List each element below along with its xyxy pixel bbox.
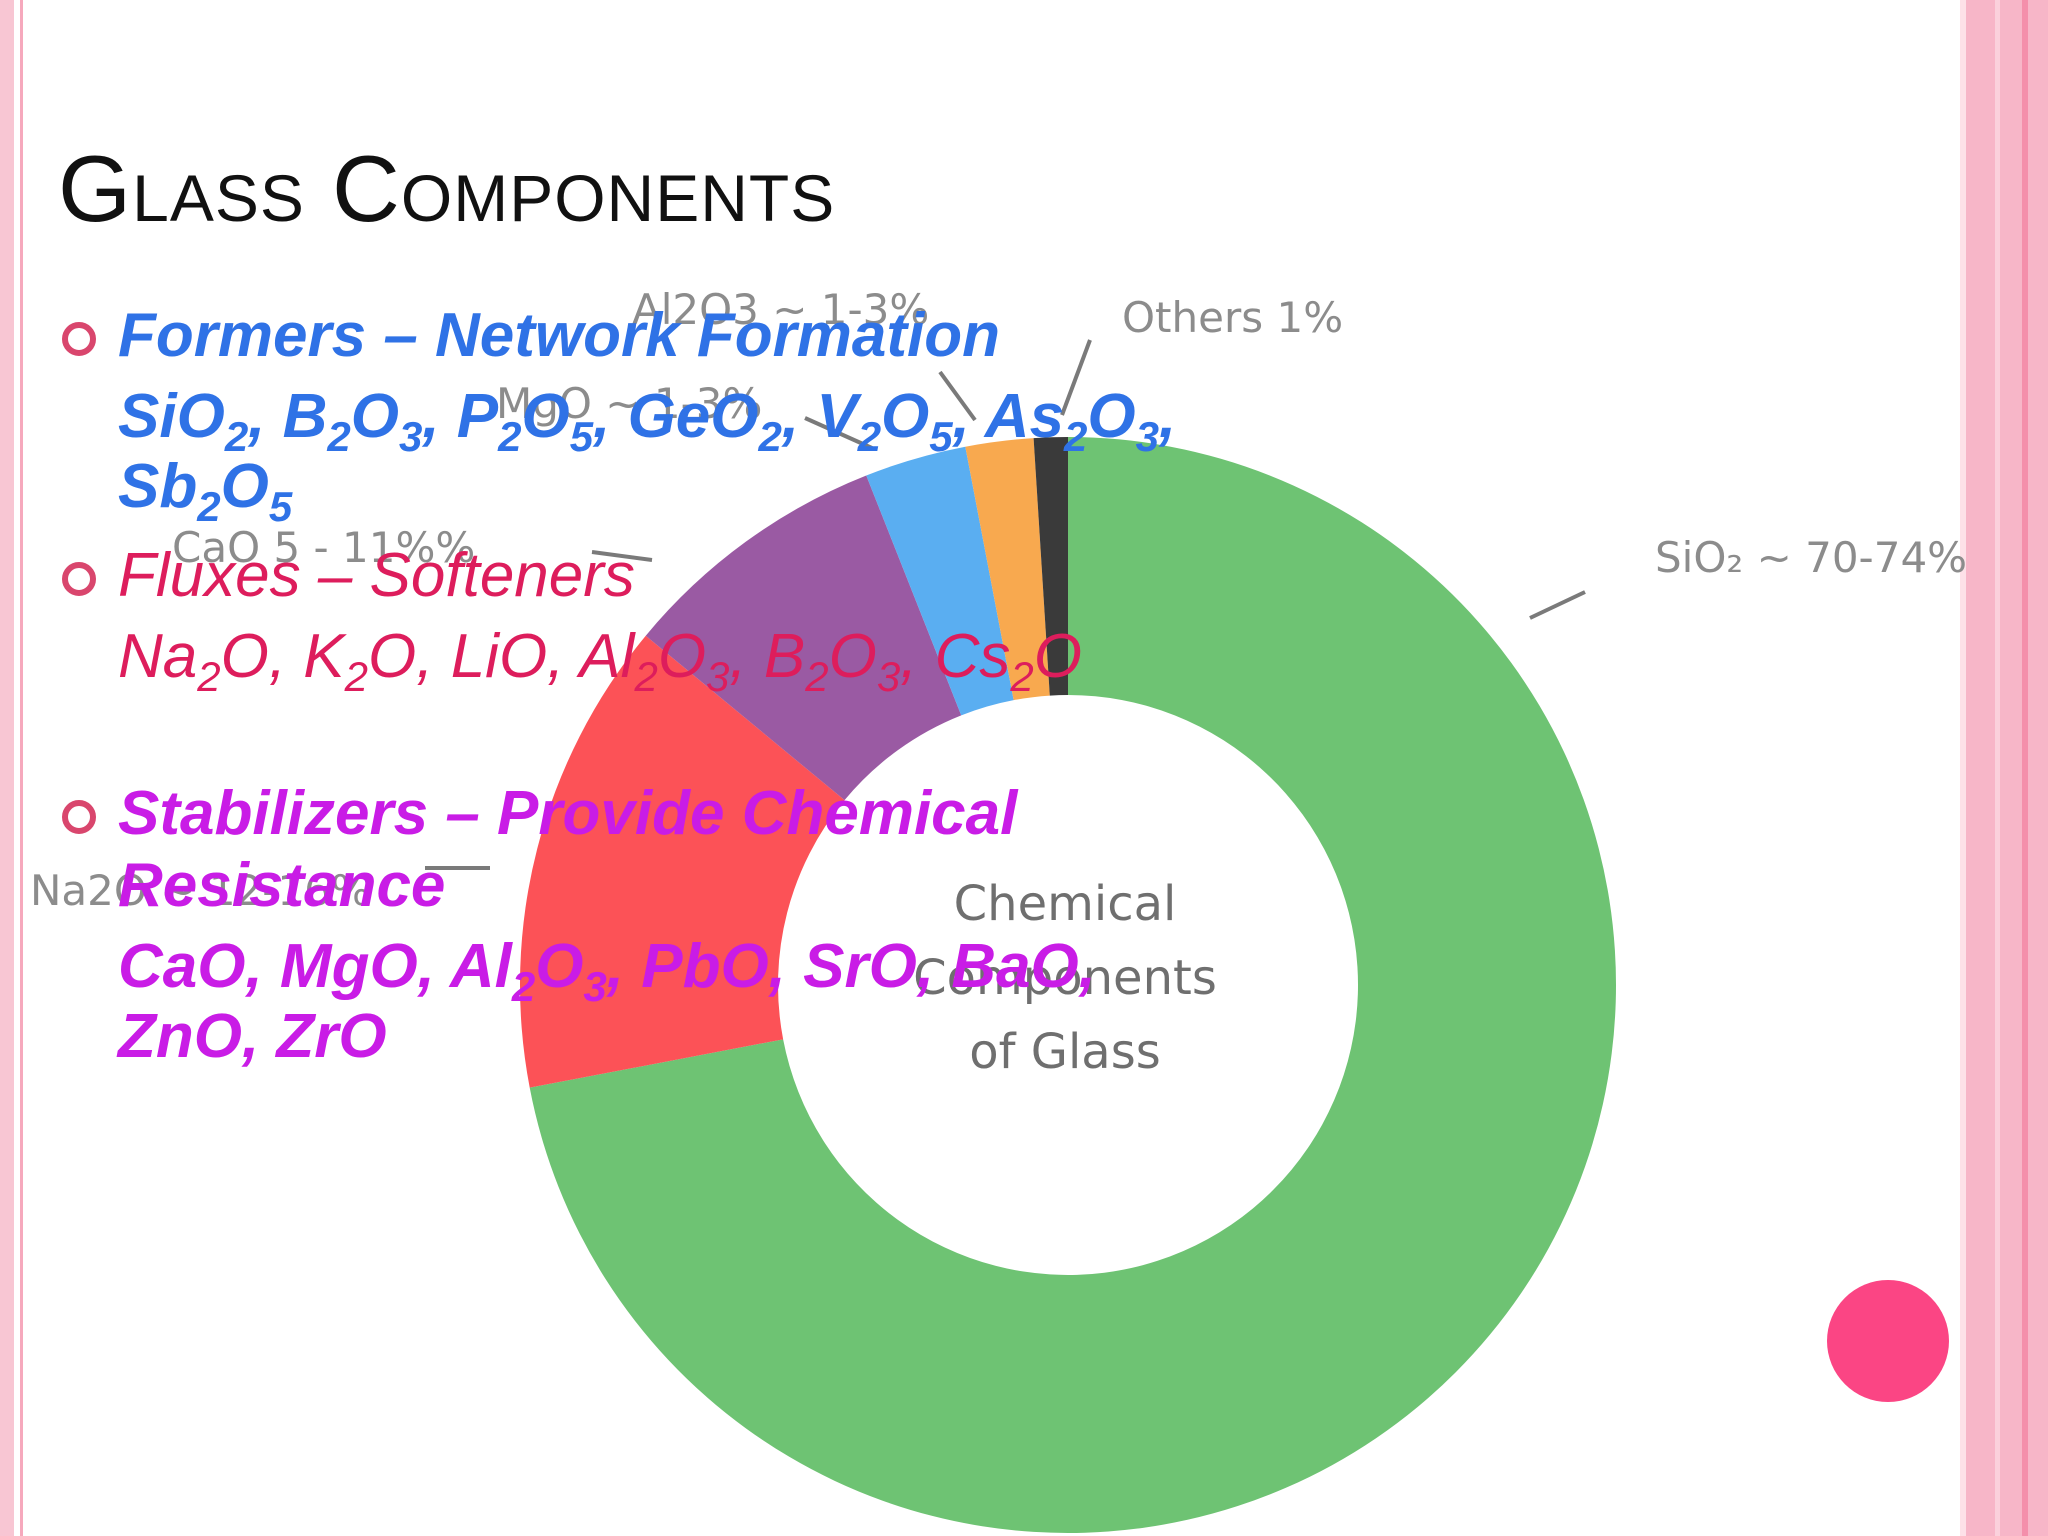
slide-title: Glass Components: [58, 136, 836, 241]
bullet-formers: Formers – Network Formation SiO2, B2O3, …: [58, 300, 1298, 530]
slice-label-3: MgO ~ 1-3%: [496, 379, 762, 428]
stabilizers-formula: CaO, MgO, Al2O3, PbO, SrO, BaO, ZnO, ZrO: [118, 932, 1096, 1071]
leader-line-4: [938, 370, 977, 422]
center-label-line-2: of Glass: [969, 1024, 1160, 1080]
bullet-stabilizers: Stabilizers – Provide Chemical Resistanc…: [58, 778, 1298, 1072]
donut-slice-1: [520, 635, 845, 1088]
donut-center-label: Chemical Components of Glass: [913, 876, 1217, 1080]
donut-slice-5: [1033, 437, 1068, 696]
formers-formula: SiO2, B2O3, P2O5, GeO2, V2O5, As2O3, Sb2…: [118, 382, 1177, 530]
leader-line-5: [1060, 339, 1092, 416]
fluxes-formula: Na2O, K2O, LiO, Al2O3, B2O3, Cs2O: [118, 622, 1082, 700]
formers-heading: Formers – Network Formation: [118, 301, 1000, 370]
right-frame-inner: [1960, 0, 1966, 1536]
slice-label-4: Al2O3 ~ 1-3%: [632, 285, 929, 334]
ring-bullet-icon: [62, 562, 96, 596]
ring-bullet-icon: [62, 800, 96, 834]
slice-label-5: Others 1%: [1122, 293, 1343, 342]
stabilizers-heading: Stabilizers – Provide Chemical Resistanc…: [118, 779, 1018, 920]
center-label-line-1: Components: [913, 950, 1217, 1006]
slice-labels: SiO₂ ~ 70-74% Na2O ~ 12-16% CaO 5 - 11%% Mg…: [30, 285, 1967, 915]
donut-slice-4: [965, 438, 1050, 701]
left-frame-line: [20, 0, 23, 1536]
bullet-list: Formers – Network Formation SiO2, B2O3, …: [58, 300, 1298, 1072]
leader-lines: [425, 339, 1586, 870]
donut-slices: [520, 437, 1617, 1533]
right-frame-stripe-light: [1995, 0, 2000, 1536]
donut-slice-2: [645, 475, 962, 801]
decorative-pink-dot: [1827, 1280, 1949, 1402]
leader-line-0: [1529, 590, 1586, 620]
right-frame-band: [1966, 0, 2048, 1536]
right-frame-stripe: [2022, 0, 2028, 1536]
ring-bullet-icon: [62, 322, 96, 356]
slice-label-0: SiO₂ ~ 70-74%: [1655, 533, 1967, 582]
fluxes-heading: Fluxes – Softeners: [118, 541, 635, 610]
center-label-line-0: Chemical: [954, 876, 1177, 932]
donut-slice-0: [529, 437, 1617, 1533]
slice-label-2: CaO 5 - 11%%: [172, 523, 475, 572]
leader-line-3: [804, 416, 873, 450]
left-frame-band: [0, 0, 14, 1536]
leader-line-2: [591, 550, 653, 562]
donut-slice-3: [866, 446, 1014, 716]
bullet-fluxes: Fluxes – Softeners Na2O, K2O, LiO, Al2O3…: [58, 540, 1298, 700]
slice-label-1: Na2O ~ 12-16%: [30, 866, 371, 915]
